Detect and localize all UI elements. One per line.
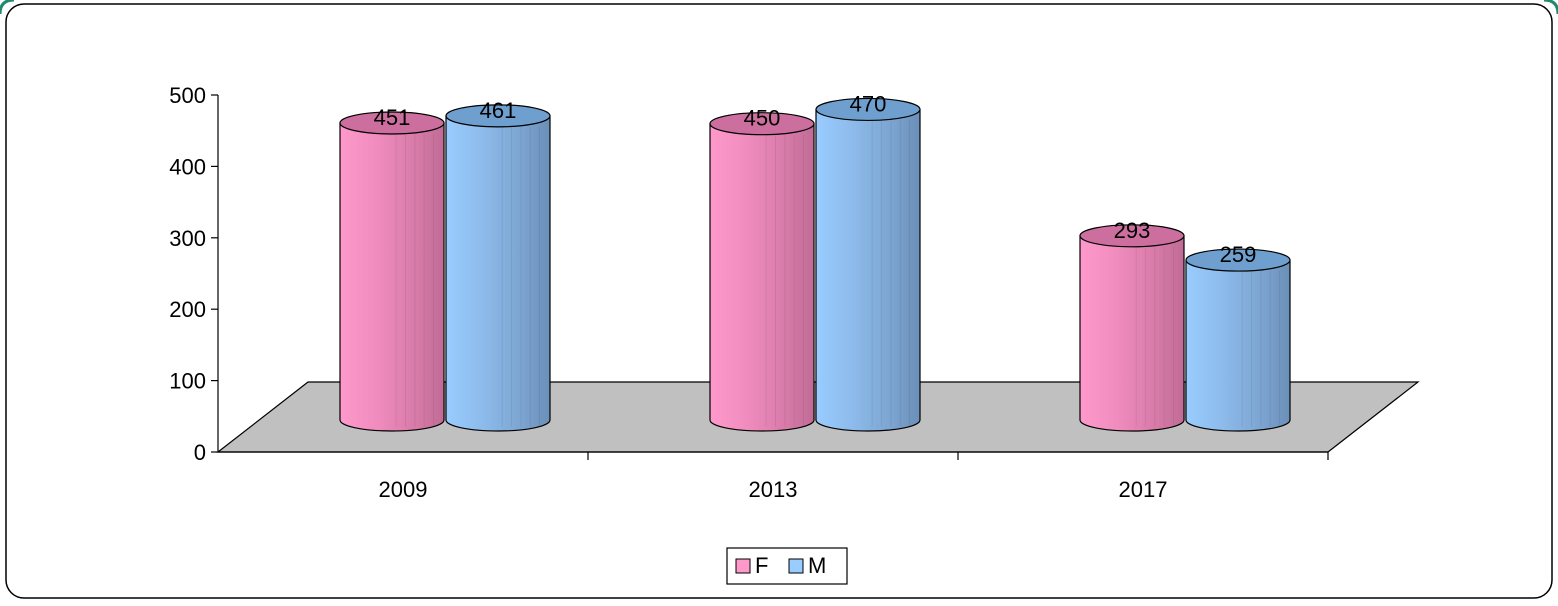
data-label: 293 [1114,218,1151,243]
data-label: 451 [374,105,411,130]
bar-top [1079,224,1185,248]
legend-swatch-m [788,558,804,574]
y-tick-label: 100 [169,369,206,394]
y-tick-label: 500 [169,83,206,108]
y-tick-label: 400 [169,154,206,179]
bar-top [339,111,445,135]
frame-corner-accent [0,0,15,15]
x-tick-label: 2017 [1119,477,1168,502]
bar-f-2009 [339,111,445,432]
y-axis: 0 100 200 300 400 500 [169,83,218,465]
bar-top [445,104,551,128]
x-tick-label: 2009 [379,477,428,502]
bar-m-2009 [445,104,551,432]
bar-m-2017 [1185,248,1291,432]
bar-body [1185,259,1291,432]
bar-f-2013 [709,112,815,432]
data-label: 461 [480,98,517,123]
x-axis: 2009 2013 2017 [379,452,1329,502]
bar-body [445,115,551,432]
bar-top [1185,248,1291,272]
bar-body [1079,235,1185,432]
bar-top [815,97,921,122]
data-labels: 451 461 450 470 293 259 [374,91,1257,267]
bar-top [709,112,815,136]
data-label: 259 [1220,242,1257,267]
legend: F M [726,547,848,585]
y-tick-label: 200 [169,297,206,322]
bar-body [815,108,921,432]
y-tick-label: 300 [169,226,206,251]
data-label: 470 [850,91,887,116]
legend-label-m: M [808,553,826,578]
bar-body [339,122,445,432]
bar-f-2017 [1079,224,1185,432]
legend-swatch-f [735,558,751,574]
y-tick-label: 0 [194,440,206,465]
data-label: 450 [744,106,781,131]
bar-body [709,123,815,432]
x-tick-label: 2013 [749,477,798,502]
bar-m-2013 [815,97,921,432]
legend-label-f: F [755,553,768,578]
bars [339,97,1291,432]
